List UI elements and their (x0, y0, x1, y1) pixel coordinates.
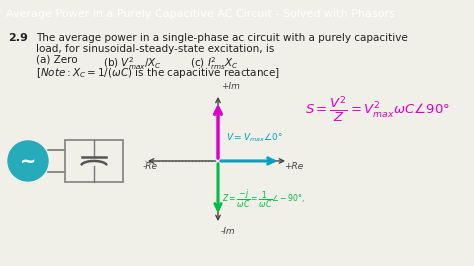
Text: -Im: -Im (221, 227, 236, 236)
Bar (65, 140, 123, 182)
Text: $V = V_{max}\angle 0°$: $V = V_{max}\angle 0°$ (226, 131, 283, 144)
Text: (b) $V^2_{max}/X_C$: (b) $V^2_{max}/X_C$ (103, 55, 162, 72)
Text: (c) $I^2_{rms}X_C$: (c) $I^2_{rms}X_C$ (190, 55, 238, 72)
Text: Average Power in a Purely Capacitive AC Circuit - Solved with Phasors: Average Power in a Purely Capacitive AC … (6, 9, 394, 19)
Text: (a) Zero: (a) Zero (36, 55, 78, 65)
Text: $S = \dfrac{V^2}{Z} = V^2_{max}\omega C\angle 90°$: $S = \dfrac{V^2}{Z} = V^2_{max}\omega C\… (305, 94, 450, 124)
Text: The average power in a single-phase ac circuit with a purely capacitive: The average power in a single-phase ac c… (36, 33, 408, 43)
Text: -Re: -Re (143, 162, 158, 171)
Text: +Re: +Re (284, 162, 303, 171)
Text: load, for sinusoidal-steady-state excitation, is: load, for sinusoidal-steady-state excita… (36, 44, 274, 54)
Text: $Z = \dfrac{-j}{\omega C} = \dfrac{1}{\omega C}\angle -90°$,: $Z = \dfrac{-j}{\omega C} = \dfrac{1}{\o… (222, 188, 305, 210)
Circle shape (8, 141, 48, 181)
Text: $[Note: X_C = 1/(\omega C)$ is the capacitive reactance$]$: $[Note: X_C = 1/(\omega C)$ is the capac… (36, 66, 280, 80)
Text: 2.9: 2.9 (8, 33, 28, 43)
Text: ~: ~ (20, 151, 36, 171)
Text: +Im: +Im (221, 82, 240, 91)
